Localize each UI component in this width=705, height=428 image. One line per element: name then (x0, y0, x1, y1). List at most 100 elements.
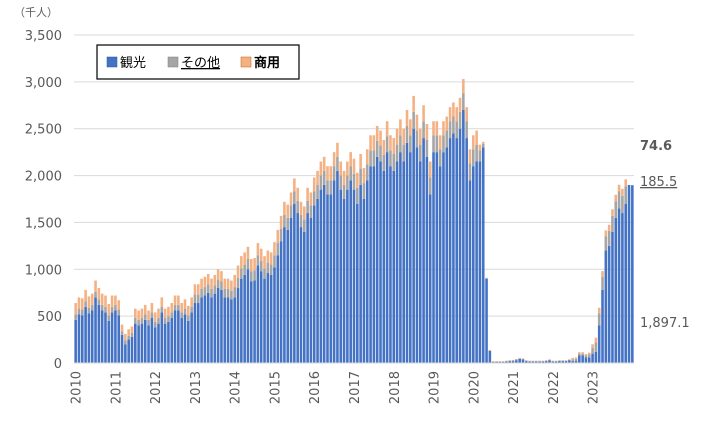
bar-kanko (203, 295, 207, 363)
bar-shoyo (624, 179, 628, 187)
bar-kanko (462, 109, 465, 363)
bar-sonota (392, 154, 396, 171)
bar-kanko (74, 319, 77, 363)
bar-shoyo (289, 192, 293, 206)
bar-shoyo (342, 170, 346, 185)
bar-shoyo (382, 139, 386, 155)
bar-kanko (471, 166, 475, 363)
bar-shoyo (594, 337, 598, 343)
bar-kanko (316, 199, 319, 363)
legend-label-kanko: 観光 (120, 56, 146, 71)
bar-shoyo (329, 166, 333, 181)
bar-shoyo (356, 172, 359, 188)
bar-shoyo (332, 152, 336, 167)
bar-kanko (415, 147, 419, 363)
bar-shoyo (299, 201, 303, 215)
bar-kanko (299, 227, 303, 363)
bar-kanko (140, 323, 144, 363)
bar-kanko (621, 213, 624, 363)
bar-shoyo (379, 130, 382, 146)
bar-kanko (289, 217, 293, 363)
bar-kanko (485, 278, 488, 363)
bar-kanko (120, 334, 124, 363)
bar-sonota (607, 230, 611, 246)
bar-shoyo (389, 135, 392, 151)
bar-shoyo (80, 298, 84, 310)
bar-kanko (240, 278, 243, 363)
bar-kanko (422, 138, 425, 363)
bar-shoyo (409, 119, 412, 136)
bar-sonota (511, 360, 515, 362)
bar-sonota (591, 348, 594, 354)
annotation-kanko-latest: 1,897.1 (640, 316, 690, 331)
bar-kanko (137, 325, 140, 363)
bar-kanko (541, 361, 545, 363)
bar-shoyo (346, 161, 349, 176)
bar-sonota (286, 217, 290, 230)
bar-shoyo (465, 107, 468, 122)
bar-shoyo (193, 284, 197, 295)
bar-sonota (74, 314, 77, 320)
bar-kanko (173, 310, 177, 363)
legend-swatch-sonota (167, 56, 179, 68)
bar-sonota (581, 353, 584, 356)
bar-shoyo (372, 135, 376, 151)
bar-kanko (359, 184, 362, 363)
bar-kanko (435, 152, 439, 363)
bar-shoyo (448, 107, 452, 122)
bar-sonota (316, 184, 319, 199)
bar-kanko (279, 241, 283, 363)
bar-sonota (422, 121, 425, 139)
bar-shoyo (352, 158, 356, 174)
bar-sonota (283, 214, 286, 228)
bar-sonota (425, 139, 429, 157)
bar-kanko (604, 250, 608, 363)
x-tick-label: 2022 (547, 371, 562, 404)
bar-kanko (561, 361, 565, 363)
bar-kanko (80, 315, 84, 363)
bar-kanko (574, 360, 578, 363)
bar-kanko (518, 358, 521, 363)
bar-shoyo (442, 121, 445, 136)
bar-sonota (624, 186, 628, 204)
bar-sonota (372, 150, 376, 167)
bar-sonota (163, 318, 167, 324)
bar-shoyo (581, 352, 584, 354)
bar-shoyo (402, 128, 405, 145)
bar-sonota (578, 353, 581, 356)
bar-sonota (475, 144, 478, 162)
bar-sonota (571, 359, 574, 362)
bar-sonota (617, 191, 621, 209)
bar-kanko (114, 310, 117, 363)
bar-sonota (349, 166, 352, 181)
legend-swatch-kanko (106, 56, 118, 68)
bar-sonota (124, 340, 127, 345)
bar-shoyo (445, 116, 449, 131)
bar-shoyo (597, 307, 601, 314)
bar-shoyo (587, 352, 591, 355)
bar-shoyo (190, 297, 193, 307)
bar-sonota (359, 169, 362, 185)
bar-sonota (196, 294, 200, 304)
bar-sonota (346, 175, 349, 190)
bar-kanko (293, 203, 296, 363)
bar-sonota (213, 285, 217, 294)
bar-kanko (256, 265, 260, 363)
bar-kanko (405, 142, 409, 363)
bar-sonota (100, 304, 104, 311)
bar-shoyo (326, 166, 329, 181)
bar-sonota (87, 307, 91, 314)
bar-kanko (246, 269, 250, 363)
bar-sonota (104, 306, 107, 313)
bar-shoyo (90, 293, 94, 305)
bar-kanko (399, 152, 402, 363)
bar-sonota (515, 359, 518, 361)
bar-sonota (206, 284, 210, 293)
bar-shoyo (614, 194, 618, 202)
bar-shoyo (127, 329, 130, 336)
bar-kanko (528, 361, 531, 363)
bar-sonota (269, 264, 273, 275)
bar-sonota (236, 277, 240, 289)
bar-kanko (418, 161, 422, 363)
